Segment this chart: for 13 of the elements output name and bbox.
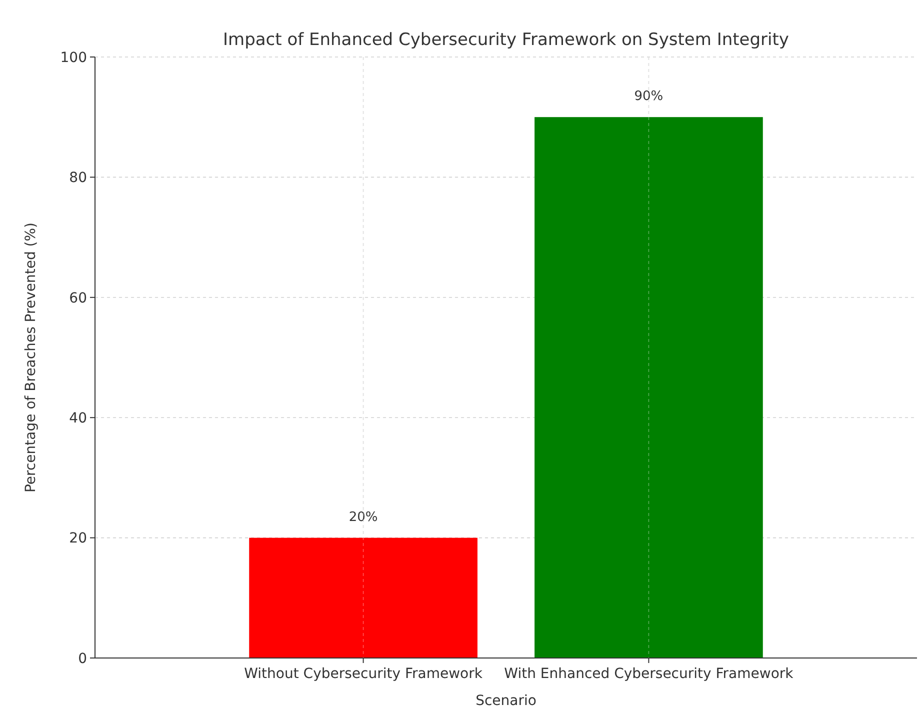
y-tick-label: 40 bbox=[69, 410, 87, 426]
x-tick-label: Without Cybersecurity Framework bbox=[244, 666, 484, 682]
y-axis-title: Percentage of Breaches Prevented (%) bbox=[23, 222, 39, 493]
y-tick-label: 100 bbox=[60, 50, 87, 66]
x-tick-label: With Enhanced Cybersecurity Framework bbox=[504, 666, 794, 682]
chart-title: Impact of Enhanced Cybersecurity Framework on System Integrity bbox=[223, 30, 789, 50]
y-tick-label: 20 bbox=[69, 530, 87, 547]
y-tick-label: 60 bbox=[69, 290, 87, 306]
data-label: 90% bbox=[634, 89, 664, 104]
y-tick-label: 0 bbox=[78, 650, 87, 667]
data-label: 20% bbox=[348, 510, 378, 525]
x-axis-title: Scenario bbox=[476, 693, 536, 709]
y-tick-label: 80 bbox=[69, 170, 87, 186]
